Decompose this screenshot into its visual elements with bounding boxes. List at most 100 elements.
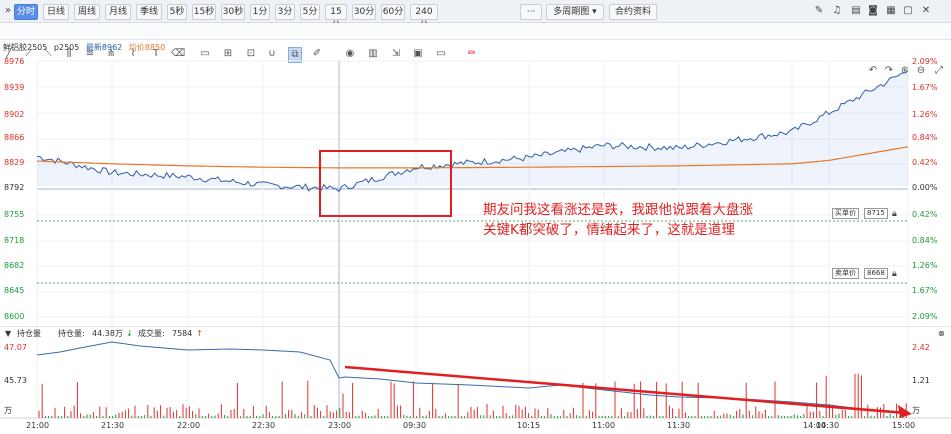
oi-value: 44.38万 bbox=[92, 329, 123, 338]
pct-tick: 0.42% bbox=[912, 210, 938, 219]
annotation-text: 期友问我这看涨还是跌，我跟他说跟着大盘涨 关键K都突破了，情绪起来了，这就是道理 bbox=[483, 200, 823, 240]
pen-icon[interactable]: ✐ bbox=[312, 48, 322, 59]
price-tick: 8939 bbox=[4, 83, 25, 92]
close-icon[interactable]: ✕ bbox=[921, 5, 931, 16]
price-tick: 8755 bbox=[4, 210, 25, 219]
volume-title: 持仓量 bbox=[17, 329, 41, 338]
period-tab-10[interactable]: 5分 bbox=[300, 4, 320, 20]
time-tick: 21:00 bbox=[26, 421, 50, 430]
pct-tick: 1.67% bbox=[912, 83, 938, 92]
ruler-icon[interactable]: ⊞ bbox=[223, 48, 233, 59]
pct-tick: 1.26% bbox=[912, 261, 938, 270]
pct-tick: 0.42% bbox=[912, 158, 938, 167]
period-tab-6[interactable]: 15秒 bbox=[192, 4, 216, 20]
open-interest-line bbox=[36, 341, 909, 413]
period-tab-4[interactable]: 季线 bbox=[136, 4, 162, 20]
zoom-in-icon[interactable]: ⊕ bbox=[900, 65, 910, 76]
triangle-down-icon[interactable]: ▼ bbox=[5, 329, 12, 338]
message-icon[interactable]: ▭ bbox=[436, 48, 446, 59]
price-tick: 8902 bbox=[4, 110, 25, 119]
redo-icon[interactable]: ↷ bbox=[884, 65, 894, 76]
line-icon[interactable]: ╱ bbox=[5, 48, 13, 59]
lock-icon[interactable]: 🔒︎ bbox=[892, 209, 897, 219]
text-icon[interactable]: T bbox=[152, 48, 160, 59]
marker-icon[interactable]: ✏ bbox=[467, 48, 477, 59]
volume-left-tick: 47.07 bbox=[4, 343, 27, 352]
image-icon[interactable]: ▣ bbox=[413, 48, 423, 59]
time-tick: 15:00 bbox=[892, 421, 916, 430]
eraser-icon[interactable]: ⌫ bbox=[171, 48, 186, 59]
double-chevron-right-icon[interactable]: » bbox=[4, 5, 12, 16]
time-tick: 22:30 bbox=[252, 421, 276, 430]
close-icon[interactable]: ⊗ bbox=[938, 329, 945, 338]
chevron-down-icon: ▾ bbox=[592, 7, 597, 17]
comment-icon[interactable]: ▭ bbox=[200, 48, 210, 59]
fullscreen-icon[interactable]: ⤢ bbox=[935, 65, 943, 76]
contract-info-button[interactable]: 合约资料 bbox=[609, 4, 657, 20]
channel-icon[interactable]: ⫼ bbox=[66, 48, 72, 59]
grid-icon[interactable]: ▦ bbox=[886, 5, 896, 16]
volume-header: ▼ 持仓量 持仓量: 44.38万 ↓ 成交量: 7584 ↑ ⊗ bbox=[0, 326, 951, 340]
magnet-icon[interactable]: ∪ bbox=[268, 48, 276, 59]
price-tick: 8829 bbox=[4, 158, 25, 167]
buy-order-price: 8715 bbox=[864, 208, 888, 219]
export-icon[interactable]: ⇲ bbox=[391, 48, 401, 59]
time-tick: 09:30 bbox=[403, 421, 427, 430]
pitchfork-icon[interactable]: ⋔ bbox=[106, 48, 116, 59]
sell-order-tag[interactable]: 卖单价 bbox=[832, 268, 859, 279]
ray-icon[interactable]: ⟋ bbox=[25, 48, 33, 59]
period-tab-14[interactable]: 240分 bbox=[410, 4, 438, 31]
period-tab-12[interactable]: 30分 bbox=[352, 4, 376, 20]
bell-icon[interactable]: ♫ bbox=[832, 5, 842, 16]
period-toolbar: » 分时日线周线月线季线5秒15秒30秒1分3分5分15分30分60分240分 … bbox=[0, 0, 951, 31]
avg-price-line bbox=[36, 146, 909, 169]
lock-icon[interactable]: ⊡ bbox=[246, 48, 256, 59]
vol-label: 成交量: bbox=[138, 329, 165, 338]
trend-arrowhead bbox=[898, 405, 912, 418]
chart-legend: 鲜铝胶2505 p2505 最新8962 均价8850 bbox=[3, 42, 165, 53]
avg-label: 均价 bbox=[128, 43, 145, 52]
undo-icon[interactable]: ↶ bbox=[868, 65, 878, 76]
contract-name: 鲜铝胶2505 bbox=[3, 43, 48, 52]
period-tab-2[interactable]: 周线 bbox=[74, 4, 100, 20]
edit-icon[interactable]: ✎ bbox=[814, 5, 824, 16]
period-tab-5[interactable]: 5秒 bbox=[167, 4, 187, 20]
camera-icon[interactable]: ◙ bbox=[868, 5, 878, 16]
pct-tick: 1.67% bbox=[912, 286, 938, 295]
zoom-out-icon[interactable]: ⊖ bbox=[916, 65, 926, 76]
price-tick: 8682 bbox=[4, 261, 25, 270]
period-tab-3[interactable]: 月线 bbox=[105, 4, 131, 20]
oi-label: 持仓量: bbox=[58, 329, 85, 338]
trend-arrow-line bbox=[344, 365, 907, 415]
period-tab-7[interactable]: 30秒 bbox=[221, 4, 245, 20]
period-tab-13[interactable]: 60分 bbox=[381, 4, 405, 20]
price-area bbox=[37, 70, 908, 192]
pct-tick: 1.26% bbox=[912, 110, 938, 119]
volume-right-tick: 1.21 bbox=[912, 376, 930, 385]
period-tab-9[interactable]: 3分 bbox=[275, 4, 295, 20]
eye-icon[interactable]: ◉ bbox=[345, 48, 355, 59]
lock-icon[interactable]: 🔒︎ bbox=[892, 269, 897, 279]
period-tab-11[interactable]: 15分 bbox=[325, 4, 347, 31]
time-tick: 14:00 bbox=[803, 421, 827, 430]
trash-icon[interactable]: ▥ bbox=[368, 48, 378, 59]
period-tab-0[interactable]: 分时 bbox=[14, 4, 38, 20]
time-tick: 11:30 bbox=[667, 421, 691, 430]
period-tab-1[interactable]: 日线 bbox=[43, 4, 69, 20]
avg-value: 8850 bbox=[144, 43, 166, 52]
price-tick: 8866 bbox=[4, 133, 25, 142]
brush-icon[interactable]: ⌇ bbox=[130, 48, 136, 59]
fib-icon[interactable]: ≡ bbox=[85, 48, 95, 59]
segment-icon[interactable]: ⟍ bbox=[44, 48, 52, 59]
contract-code: p2505 bbox=[53, 43, 80, 52]
sell-order-price: 8668 bbox=[864, 268, 888, 279]
annotation-line-1: 期友问我这看涨还是跌，我跟他说跟着大盘涨 bbox=[483, 202, 753, 218]
volume-left-tick: 45.73 bbox=[4, 376, 27, 385]
copy-icon[interactable]: ⧉ bbox=[288, 47, 302, 63]
period-tab-8[interactable]: 1分 bbox=[250, 4, 270, 20]
buy-order-tag[interactable]: 买单价 bbox=[832, 208, 859, 219]
more-button[interactable]: ··· bbox=[520, 4, 542, 20]
window-icon[interactable]: ▢ bbox=[903, 5, 913, 16]
multi-period-dropdown[interactable]: 多周期图 ▾ bbox=[546, 4, 604, 20]
layers-icon[interactable]: ▤ bbox=[851, 5, 861, 16]
